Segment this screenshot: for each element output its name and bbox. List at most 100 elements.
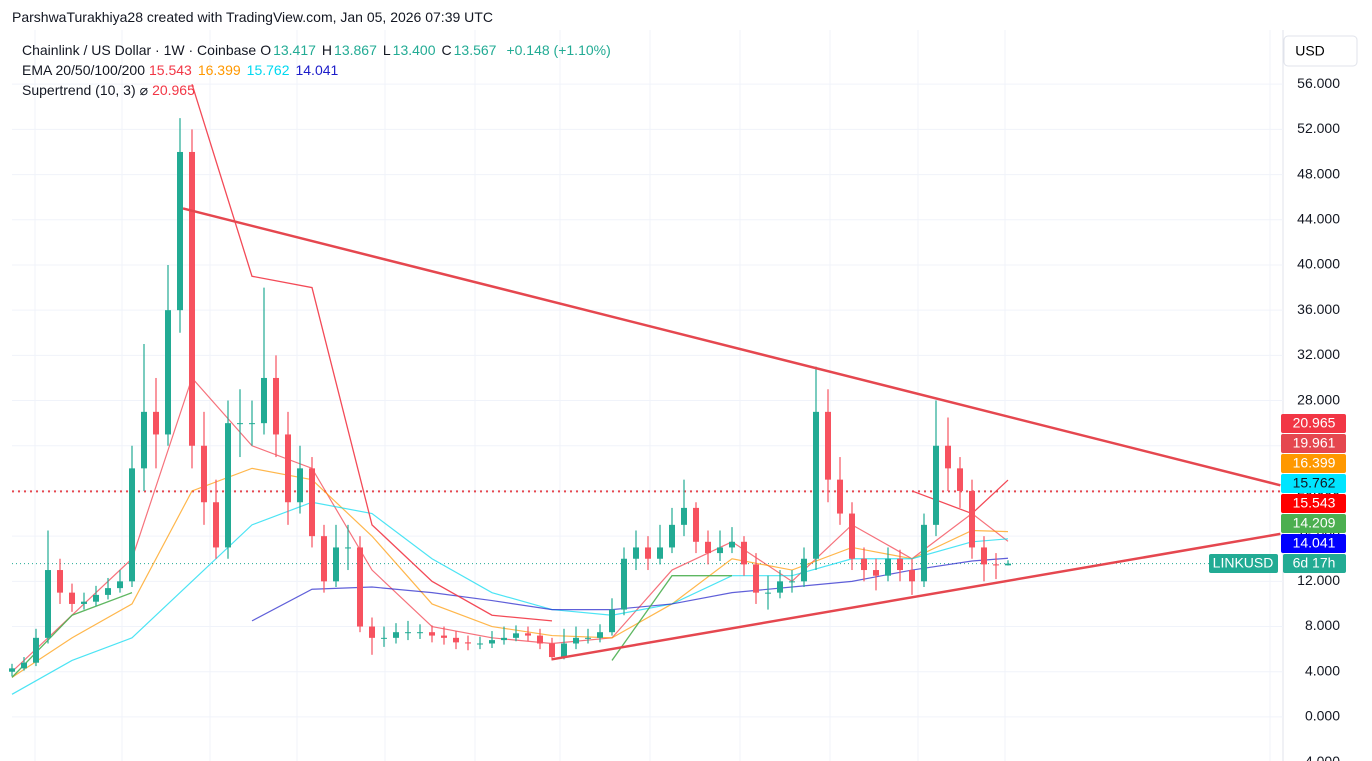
candle-body (405, 632, 411, 634)
candle-body (249, 423, 255, 425)
candle-body (561, 643, 567, 658)
y-tick-label: 40.000 (1297, 256, 1340, 272)
legend-line-2: EMA 20/50/100/200 15.543 16.399 15.762 14.04… (22, 62, 348, 78)
candle-body (45, 570, 51, 638)
supertrend-value: 20.965 (152, 82, 197, 98)
candle-body (33, 637, 39, 663)
countdown: 6d 17h (1293, 555, 1336, 571)
y-tick-label: 12.000 (1297, 572, 1340, 588)
ohlc: O 13.417 H 13.867 L 13.400 C 13.567 (260, 42, 502, 58)
candle-body (741, 541, 747, 565)
ohlc-name: O (260, 42, 272, 58)
candle-body (813, 411, 819, 559)
candle-body (273, 377, 279, 435)
candle-body (633, 547, 639, 559)
candle-body (705, 541, 711, 554)
candle-body (957, 468, 963, 491)
candle-body (201, 445, 207, 503)
symbol-title: Chainlink / US Dollar · 1W · Coinbase (22, 42, 257, 58)
candle-body (69, 592, 75, 604)
candle-body (525, 633, 531, 636)
candle-body (489, 640, 495, 644)
candle-body (9, 668, 15, 672)
candle-body (1005, 563, 1011, 566)
price-label-bg (1281, 534, 1346, 553)
candle-body (609, 609, 615, 633)
price-label-bg (1281, 494, 1346, 513)
candle-body (141, 411, 147, 469)
candle-body (477, 643, 483, 645)
price-label-bg (1281, 454, 1346, 473)
ema-line (251, 557, 1009, 622)
candle-body (381, 637, 387, 639)
ohlc-name: H (321, 42, 333, 58)
candle-body (837, 479, 843, 514)
supertrend-label: Supertrend (10, 3) (22, 82, 136, 98)
supertrend-value: 20.965 (152, 82, 195, 98)
y-tick-label: 8.000 (1305, 617, 1340, 633)
y-tick-label: 28.000 (1297, 391, 1340, 407)
candle-body (789, 581, 795, 583)
candle-body (801, 558, 807, 582)
candle-body (981, 547, 987, 565)
candle-body (105, 588, 111, 595)
candle-body (261, 377, 267, 424)
candle-body (717, 547, 723, 554)
candle-body (861, 558, 867, 571)
y-tick-label: -4.000 (1300, 753, 1340, 761)
candle-body (765, 592, 771, 594)
candle-body (93, 594, 99, 602)
candle-body (777, 581, 783, 593)
trendline (551, 532, 1281, 661)
candle-body (441, 635, 447, 638)
candle-body (321, 536, 327, 582)
candle-body (585, 637, 591, 639)
y-tick-label: 52.000 (1297, 120, 1340, 136)
candle-body (57, 570, 63, 593)
candle-body (237, 423, 243, 425)
ohlc-value: 13.567 (453, 42, 497, 58)
candle-body (285, 434, 291, 503)
price-label: 20.965 (1293, 415, 1336, 431)
ohlc-value: 13.867 (334, 42, 377, 58)
ema-line (11, 467, 1009, 678)
y-tick-label: 44.000 (1297, 210, 1340, 226)
candle-body (921, 524, 927, 582)
change: +0.148 (+1.10%) (506, 42, 611, 58)
legend-line-1: Chainlink / US Dollar · 1W · Coinbase O 13… (22, 42, 615, 58)
y-tick-label: 56.000 (1297, 75, 1340, 91)
candle-body (129, 468, 135, 582)
candle-body (657, 547, 663, 559)
candle-body (393, 632, 399, 638)
candle-body (549, 643, 555, 658)
ohlc-name: C (441, 42, 452, 58)
price-label: 15.762 (1293, 475, 1336, 491)
price-label: 14.041 (1293, 535, 1336, 551)
ohlc-name: L (382, 42, 391, 58)
ema-values: 15.543 16.399 15.762 14.041 (149, 62, 344, 78)
supertrend-symbol: ⌀ (139, 82, 149, 98)
candle-body (369, 626, 375, 638)
candle-body (885, 558, 891, 576)
candle-body (909, 570, 915, 582)
candle-body (825, 411, 831, 480)
candle-body (117, 581, 123, 589)
candle-body (537, 635, 543, 644)
ema-label: EMA 20/50/100/200 (22, 62, 145, 78)
price-label-bg (1281, 434, 1346, 453)
candle-body (513, 633, 519, 638)
candle-body (933, 445, 939, 525)
ema-value: 15.762 (246, 62, 290, 78)
candle-body (669, 524, 675, 548)
symbol-label-bg (1209, 554, 1278, 573)
candle-body (753, 564, 759, 593)
legend-line-3: Supertrend (10, 3) ⌀ 20.965 (22, 82, 201, 99)
candle-body (693, 507, 699, 542)
candle-body (873, 570, 879, 576)
candle-body (645, 547, 651, 559)
candle-body (333, 547, 339, 582)
candle-body (225, 423, 231, 548)
symbol-label: LINKUSD (1213, 555, 1274, 571)
candle-body (153, 411, 159, 435)
